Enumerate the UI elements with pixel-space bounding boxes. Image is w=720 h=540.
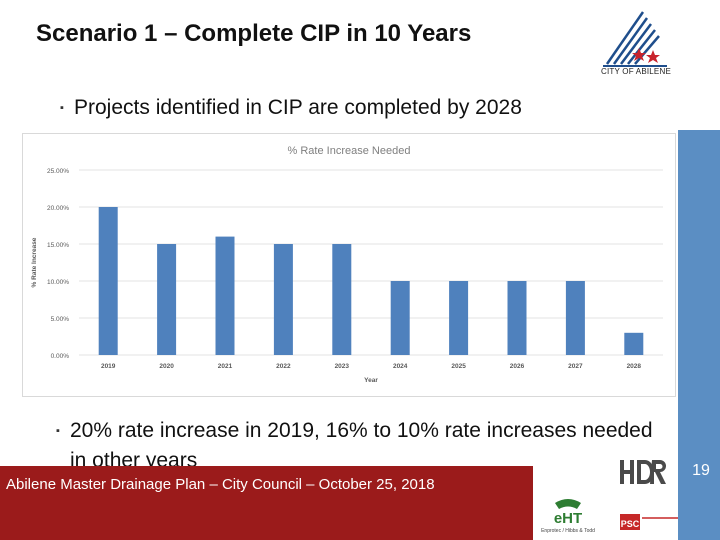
chart-container: % Rate Increase Needed 0.00% 5.00% 10.00% 15… [22,133,676,397]
rate-increase-chart: % Rate Increase Needed 0.00% 5.00% 10.00% 15… [31,145,663,384]
footer-text: Abilene Master Drainage Plan – City Coun… [6,476,435,493]
page-number: 19 [692,462,710,479]
bar [98,207,118,355]
eht-logo-text: eHT [554,510,582,527]
eht-logo: eHT [554,499,582,527]
hdr-logo [620,460,666,484]
x-axis-title: Year [364,377,378,384]
bar [332,244,352,355]
slide-title: Scenario 1 – Complete CIP in 10 Years [36,20,472,47]
x-tick-label: 2027 [568,363,583,370]
chart-title: % Rate Increase Needed [288,145,411,157]
bullet-1-text: Projects identified in CIP are completed… [74,96,522,119]
x-tick-label: 2021 [218,363,233,370]
x-tick-label: 2019 [101,363,116,370]
bullet-marker: ▪ [60,102,64,114]
bar [390,281,410,355]
right-accent-bar [678,0,720,540]
x-tick-label: 2024 [393,363,408,370]
y-axis-title: % Rate Increase [31,237,38,287]
x-tick-label: 2026 [510,363,525,370]
footer-bar [0,466,533,540]
bar [449,281,469,355]
x-tick-label: 2028 [627,363,642,370]
bullet-2-text: 20% rate increase in 2019, 16% to 10% ra… [70,419,653,472]
y-tick-label: 20.00% [47,205,69,212]
x-tick-label: 2025 [451,363,466,370]
y-tick-label: 10.00% [47,279,69,286]
bar [215,236,235,355]
x-tick-label: 2020 [159,363,174,370]
bar [157,244,177,355]
psc-logo-text: PSC [621,519,640,529]
x-tick-label: 2023 [335,363,350,370]
bullet-1: ▪ Projects identified in CIP are complet… [60,93,522,123]
x-tick-label: 2022 [276,363,291,370]
psc-logo: PSC [620,514,678,530]
city-logo-label: CITY OF ABILENE [601,67,671,76]
bar [624,332,644,355]
bar [565,281,585,355]
city-of-abilene-logo [603,11,667,67]
y-tick-label: 25.00% [47,168,69,175]
y-tick-label: 15.00% [47,242,69,249]
bar [273,244,293,355]
eht-logo-subtext: Enprotec / Hibbs & Todd [541,528,595,534]
y-tick-label: 0.00% [51,353,70,360]
bar [507,281,527,355]
bullet-marker: ▪ [56,425,60,437]
y-tick-label: 5.00% [51,316,70,323]
